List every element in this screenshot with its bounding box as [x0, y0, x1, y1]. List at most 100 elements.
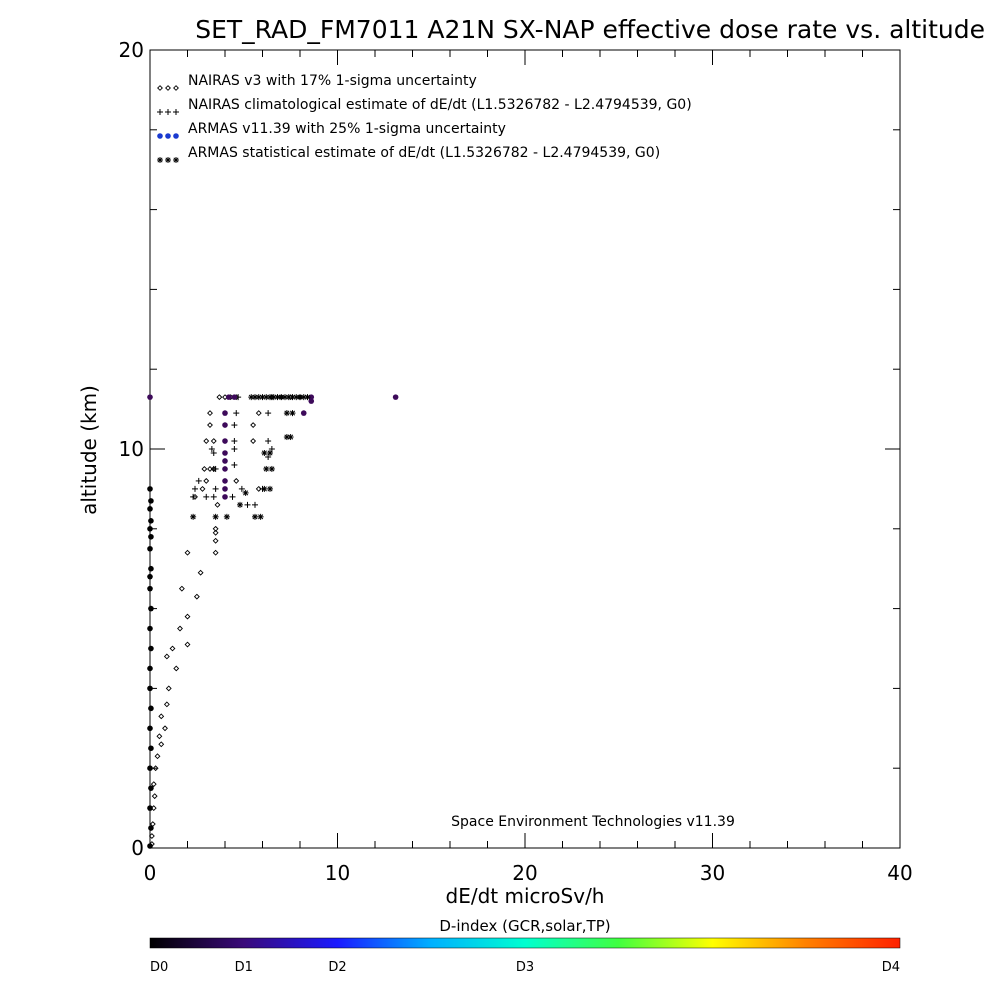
asterisk-stroke [243, 490, 249, 496]
asterisk-marker [165, 157, 171, 163]
asterisk-stroke [271, 394, 277, 400]
colorbar-title: D-index (GCR,solar,TP) [439, 917, 610, 935]
diamond-marker [193, 593, 200, 600]
diamond-marker [158, 741, 165, 748]
asterisk-stroke [293, 394, 299, 400]
asterisk-marker [252, 513, 258, 520]
asterisk-marker [267, 485, 273, 492]
credit-annotation: Space Environment Technologies v11.39 [451, 814, 735, 830]
diamond-marker [162, 725, 168, 732]
asterisk-stroke [165, 157, 171, 163]
dot-marker [222, 478, 228, 484]
diamond-marker [177, 625, 183, 632]
asterisk-stroke [252, 514, 258, 520]
dot-marker [222, 486, 228, 492]
diamond-marker [152, 765, 159, 772]
plus-marker [173, 109, 179, 115]
diamond-marker [210, 438, 217, 444]
asterisk-marker [257, 513, 264, 520]
dot-marker [147, 625, 153, 632]
plus-marker [212, 485, 219, 492]
dot-marker [147, 545, 153, 552]
diamond-marker [184, 641, 191, 648]
diamond-marker [207, 422, 213, 428]
asterisk-marker [261, 449, 268, 456]
asterisk-marker [300, 394, 307, 401]
diamond-marker [163, 653, 170, 660]
dot-marker [222, 458, 228, 464]
plus-marker [252, 501, 258, 508]
plus-marker [231, 438, 238, 445]
chart-title: SET_RAD_FM7011 A21N SX-NAP effective dos… [195, 15, 985, 44]
dot-marker [147, 585, 153, 592]
asterisk-marker [157, 157, 163, 163]
asterisk-stroke [284, 410, 290, 416]
legend-label: NAIRAS v3 with 17% 1-sigma uncertainty [188, 73, 477, 89]
dot-marker [300, 410, 307, 416]
asterisk-stroke [213, 514, 219, 520]
asterisk-stroke [297, 394, 303, 400]
x-tick-label: 10 [325, 861, 350, 885]
dot-marker [222, 438, 228, 444]
diamond-marker [150, 781, 157, 788]
diamond-marker [212, 525, 219, 532]
diamond-marker [165, 685, 172, 692]
diamond-marker [173, 665, 180, 672]
plus-marker [244, 501, 251, 508]
x-tick-label: 20 [512, 861, 537, 885]
diamond-marker [250, 438, 257, 444]
plus-marker [231, 461, 238, 468]
dot-marker [148, 518, 154, 524]
asterisk-marker [304, 394, 311, 401]
diamond-marker [233, 477, 240, 484]
legend-item: NAIRAS climatological estimate of dE/dt … [157, 97, 692, 115]
asterisk-marker [242, 489, 249, 496]
asterisk-stroke [263, 466, 269, 472]
legend-label: ARMAS statistical estimate of dE/dt (L1.… [188, 145, 660, 161]
plus-marker [231, 422, 238, 429]
asterisk-stroke [304, 394, 311, 400]
colorbar-label: D2 [328, 960, 346, 975]
dot-marker [147, 725, 153, 732]
legend-item: NAIRAS v3 with 17% 1-sigma uncertainty [157, 73, 477, 91]
asterisk-stroke [284, 434, 290, 440]
plus-marker [208, 446, 215, 452]
diamond-marker [214, 501, 221, 508]
diamond-marker [250, 422, 257, 428]
x-tick-label: 40 [887, 861, 912, 885]
x-tick-label: 30 [700, 861, 725, 885]
plus-marker [190, 493, 197, 500]
asterisk-stroke [301, 394, 307, 400]
dot-marker [147, 486, 153, 492]
dot-marker [148, 745, 154, 752]
asterisk-stroke [269, 466, 275, 472]
asterisk-stroke [237, 502, 243, 508]
axis-tick-labels: 0 10 20 30 40 0 10 20 [119, 38, 913, 885]
dot-marker [148, 705, 154, 712]
dot-marker [147, 685, 153, 692]
asterisk-stroke [173, 157, 179, 163]
plus-marker [165, 109, 171, 115]
colorbar-label: D1 [235, 960, 253, 975]
diamond-marker [212, 529, 219, 536]
asterisk-marker [267, 449, 273, 456]
asterisk-marker [255, 394, 262, 401]
plus-marker [210, 449, 217, 456]
diamond-marker [154, 753, 161, 760]
x-tick-label: 0 [144, 861, 157, 885]
asterisk-stroke [256, 394, 262, 400]
colorbar [149, 937, 901, 949]
diamond-marker [201, 466, 208, 472]
diamond-marker [199, 485, 206, 492]
diamond-marker [169, 645, 176, 652]
plus-marker [238, 485, 245, 492]
diamond-marker [173, 85, 179, 91]
dot-marker [147, 665, 153, 672]
asterisk-marker [259, 394, 266, 401]
plus-marker [210, 493, 217, 500]
diamond-marker [212, 549, 219, 556]
dot-marker [222, 466, 228, 472]
data-points [147, 394, 399, 849]
diamond-marker [216, 394, 223, 401]
